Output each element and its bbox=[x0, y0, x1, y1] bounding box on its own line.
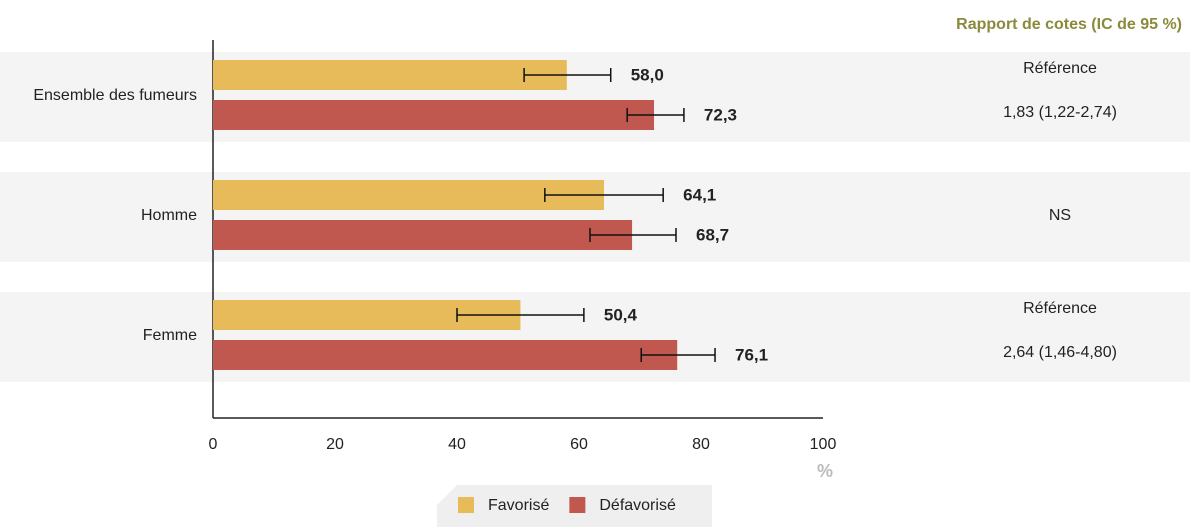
error-bar bbox=[523, 68, 612, 82]
x-tick-label: 0 bbox=[209, 436, 218, 453]
odds-ratio: Référence bbox=[1023, 60, 1097, 77]
bar bbox=[213, 340, 678, 370]
category-label: Femme bbox=[143, 327, 197, 344]
bar bbox=[213, 180, 605, 210]
x-tick-label: 40 bbox=[448, 436, 466, 453]
value-label: 58,0 bbox=[631, 65, 664, 84]
legend-swatch bbox=[458, 497, 474, 513]
legend-label: Favorisé bbox=[488, 497, 549, 514]
bands bbox=[0, 52, 1190, 382]
legend-label: Défavorisé bbox=[599, 497, 676, 514]
error-bar bbox=[589, 228, 677, 242]
error-bar bbox=[544, 188, 664, 202]
x-tick-label: 20 bbox=[326, 436, 344, 453]
x-tick-label: 100 bbox=[810, 436, 837, 453]
bar bbox=[213, 220, 633, 250]
error-bar bbox=[456, 308, 585, 322]
bar bbox=[213, 100, 655, 130]
error-bar bbox=[640, 348, 716, 362]
bar bbox=[213, 60, 567, 90]
value-label: 64,1 bbox=[683, 185, 716, 204]
odds-ratio: 2,64 (1,46-4,80) bbox=[1003, 344, 1117, 361]
x-axis-label: % bbox=[817, 461, 833, 481]
odds-ratio: 1,83 (1,22-2,74) bbox=[1003, 104, 1117, 121]
side-header: Rapport de cotes (IC de 95 %) bbox=[956, 16, 1182, 33]
category-label: Homme bbox=[141, 207, 197, 224]
value-label: 72,3 bbox=[704, 105, 737, 124]
error-bar bbox=[626, 108, 685, 122]
odds-ratio: Référence bbox=[1023, 300, 1097, 317]
value-label: 76,1 bbox=[735, 345, 768, 364]
value-label: 68,7 bbox=[696, 225, 729, 244]
legend-swatch bbox=[569, 497, 586, 513]
x-tick-label: 80 bbox=[692, 436, 710, 453]
value-label: 50,4 bbox=[604, 305, 638, 324]
x-tick-label: 60 bbox=[570, 436, 588, 453]
odds-ratio: NS bbox=[1049, 207, 1071, 224]
category-label: Ensemble des fumeurs bbox=[33, 87, 197, 104]
